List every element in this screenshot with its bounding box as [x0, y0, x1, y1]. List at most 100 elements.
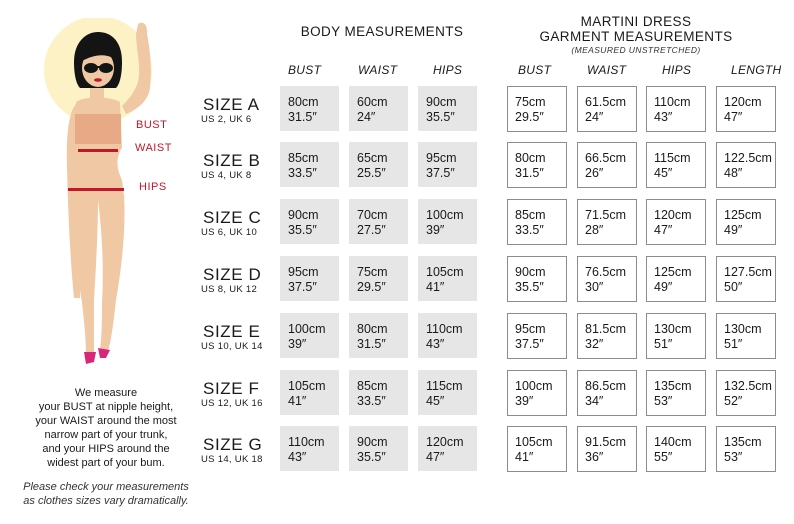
body-measurement-cell: 105cm 41″ [418, 256, 477, 301]
inch-value: 33.5″ [515, 223, 544, 237]
inch-value: 26″ [585, 166, 604, 180]
garment-measurement-cell: 122.5cm 48″ [716, 142, 776, 188]
cm-value: 105cm [288, 379, 326, 393]
cm-value: 120cm [724, 95, 762, 109]
garment-measurement-cell: 90cm 35.5″ [507, 256, 567, 302]
inch-value: 48″ [724, 166, 743, 180]
garment-measurement-cell: 95cm 37.5″ [507, 313, 567, 359]
garment-col-length: LENGTH [731, 63, 782, 77]
size-us-uk: US 6, UK 10 [201, 227, 258, 238]
cm-value: 130cm [654, 322, 692, 336]
cm-value: 80cm [288, 95, 319, 109]
inch-value: 35.5″ [426, 110, 455, 124]
cm-value: 115cm [654, 151, 691, 165]
inch-value: 43″ [288, 450, 307, 464]
body-measurement-cell: 100cm 39″ [280, 313, 339, 358]
inch-value: 51″ [654, 337, 673, 351]
size-name: SIZE D [203, 265, 262, 284]
inch-value: 51″ [724, 337, 743, 351]
body-measurement-cell: 85cm 33.5″ [280, 142, 339, 187]
inch-value: 33.5″ [357, 394, 386, 408]
garment-measurement-cell: 85cm 33.5″ [507, 199, 567, 245]
description-line: narrow part of your trunk, [44, 429, 168, 441]
inch-value: 45″ [654, 166, 673, 180]
inch-value: 31.5″ [357, 337, 386, 351]
inch-value: 53″ [724, 450, 743, 464]
garment-measurement-cell: 75cm 29.5″ [507, 86, 567, 132]
garment-col-waist: WAIST [587, 63, 627, 77]
cm-value: 76.5cm [585, 265, 626, 279]
cm-value: 85cm [515, 208, 546, 222]
inch-value: 49″ [654, 280, 673, 294]
inch-value: 32″ [585, 337, 604, 351]
body-measurement-cell: 80cm 31.5″ [349, 313, 408, 358]
inch-value: 29.5″ [357, 280, 386, 294]
inch-value: 31.5″ [515, 166, 544, 180]
body-measurement-cell: 110cm 43″ [418, 313, 477, 358]
size-us-uk: US 4, UK 8 [201, 170, 252, 181]
waist-label: WAIST [135, 142, 172, 154]
cm-value: 125cm [654, 265, 692, 279]
cm-value: 75cm [357, 265, 388, 279]
size-row-label: SIZE D US 8, UK 12 [201, 265, 283, 296]
left-leg [71, 194, 98, 354]
garment-measurement-cell: 105cm 41″ [507, 426, 567, 472]
inch-value: 34″ [585, 394, 604, 408]
body-measurement-cell: 65cm 25.5″ [349, 142, 408, 187]
size-us-uk: US 14, UK 18 [201, 454, 263, 465]
cm-value: 135cm [724, 435, 762, 449]
inch-value: 35.5″ [357, 450, 386, 464]
size-us-uk: US 12, UK 16 [201, 398, 263, 409]
cm-value: 90cm [357, 435, 388, 449]
cm-value: 132.5cm [724, 379, 772, 393]
hips-label: HIPS [139, 181, 167, 193]
inch-value: 53″ [654, 394, 673, 408]
garment-measurement-cell: 110cm 43″ [646, 86, 706, 132]
size-row-label: SIZE C US 6, UK 10 [201, 208, 283, 239]
garment-col-hips: HIPS [662, 63, 692, 77]
note-line: Please check your measurements [23, 481, 189, 493]
garment-measurement-cell: 135cm 53″ [716, 426, 776, 472]
cm-value: 120cm [426, 435, 464, 449]
body-measurement-cell: 100cm 39″ [418, 199, 477, 244]
size-row-label: SIZE F US 12, UK 16 [201, 380, 283, 410]
garment-title-line1: MARTINI DRESS [580, 14, 692, 29]
cm-value: 60cm [357, 95, 388, 109]
size-row-label: SIZE A US 2, UK 6 [201, 96, 283, 126]
cm-value: 105cm [426, 265, 464, 279]
body-col-waist: WAIST [358, 63, 398, 77]
inch-value: 37.5″ [288, 280, 317, 294]
hips-band [68, 188, 124, 191]
size-us-uk: US 2, UK 6 [201, 114, 252, 125]
cm-value: 135cm [654, 379, 692, 393]
lips [94, 78, 102, 82]
cm-value: 100cm [515, 379, 553, 393]
size-us-uk: US 10, UK 14 [201, 341, 263, 352]
inch-value: 28″ [585, 223, 604, 237]
inch-value: 41″ [515, 450, 534, 464]
description-line: widest part of your bum. [47, 457, 165, 469]
inch-value: 49″ [724, 223, 743, 237]
cm-value: 90cm [426, 95, 457, 109]
garment-measurement-cell: 76.5cm 30″ [577, 256, 637, 302]
inch-value: 29.5″ [515, 110, 544, 124]
cm-value: 130cm [724, 322, 762, 336]
inch-value: 41″ [288, 394, 307, 408]
inch-value: 36″ [585, 450, 604, 464]
garment-measurement-cell: 132.5cm 52″ [716, 370, 776, 416]
inch-value: 47″ [654, 223, 673, 237]
inch-value: 37.5″ [515, 337, 544, 351]
body-measurement-cell: 95cm 37.5″ [280, 256, 339, 301]
cm-value: 122.5cm [724, 151, 772, 165]
size-row-label: SIZE E US 10, UK 14 [201, 323, 283, 353]
bandeau-top [75, 114, 121, 144]
garment-measurement-cell: 120cm 47″ [716, 86, 776, 132]
inch-value: 41″ [426, 280, 445, 294]
size-name: SIZE C [203, 208, 262, 227]
sizing-note: Please check your measurements as clothe… [0, 480, 212, 508]
right-leg [98, 194, 125, 352]
body-measurement-cell: 110cm 43″ [280, 426, 339, 471]
cm-value: 70cm [357, 208, 388, 222]
left-shoe [84, 352, 96, 364]
cm-value: 86.5cm [585, 379, 626, 393]
